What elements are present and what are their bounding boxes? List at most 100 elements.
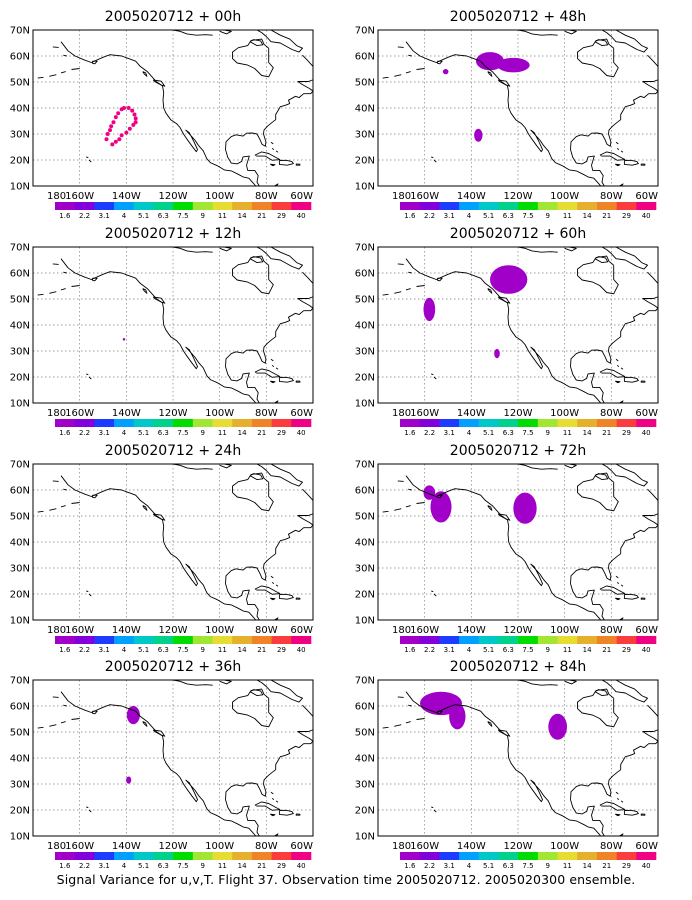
coastline bbox=[63, 704, 67, 707]
colorbar-label: 21 bbox=[257, 646, 266, 654]
map-frame bbox=[32, 29, 314, 187]
observation-point bbox=[117, 137, 122, 142]
coastline bbox=[92, 710, 98, 715]
coastline bbox=[63, 271, 67, 274]
coastline bbox=[416, 718, 425, 720]
coastline bbox=[49, 74, 57, 77]
colorbar-label: 5.1 bbox=[138, 429, 149, 437]
coastline bbox=[623, 809, 639, 816]
coastline bbox=[599, 801, 626, 811]
lon-tick-label: 180 bbox=[47, 191, 66, 202]
colorbar-swatch bbox=[212, 419, 233, 427]
colorbar-swatch bbox=[596, 852, 617, 860]
coastline bbox=[616, 364, 620, 367]
lat-tick-label: 50N bbox=[355, 728, 375, 739]
lat-tick-label: 30N bbox=[355, 780, 375, 791]
coastline bbox=[437, 60, 443, 65]
lon-tick-label: 60W bbox=[290, 625, 313, 636]
colorbar-swatch bbox=[636, 636, 657, 644]
coastline bbox=[49, 724, 57, 727]
observation-point bbox=[116, 111, 121, 116]
colorbar-label: 11 bbox=[218, 212, 227, 220]
coastline bbox=[437, 277, 443, 282]
lat-tick-label: 60N bbox=[355, 52, 375, 63]
observation-point bbox=[109, 124, 114, 129]
variance-blob bbox=[423, 485, 436, 500]
colorbar-swatch bbox=[577, 419, 598, 427]
coastline bbox=[86, 373, 89, 376]
coastline bbox=[405, 71, 411, 74]
lon-tick-label: 60W bbox=[635, 841, 658, 852]
coastline bbox=[615, 141, 619, 145]
colorbar-swatch bbox=[232, 202, 253, 210]
coastline bbox=[249, 689, 264, 697]
coastline bbox=[249, 473, 264, 481]
coastline bbox=[172, 247, 213, 253]
variance-field bbox=[423, 265, 528, 359]
coastline bbox=[172, 30, 213, 36]
colorbar-label: 21 bbox=[602, 212, 611, 220]
coastline bbox=[254, 368, 281, 378]
lat-tick-label: 50N bbox=[10, 728, 30, 739]
colorbar-label: 5.1 bbox=[138, 862, 149, 870]
variance-field bbox=[420, 691, 568, 740]
colorbar-label: 40 bbox=[642, 646, 651, 654]
lon-tick-label: 180 bbox=[392, 408, 411, 419]
coastline bbox=[517, 30, 558, 36]
coastline bbox=[270, 575, 274, 579]
lat-tick-label: 30N bbox=[10, 347, 30, 358]
coastline bbox=[142, 505, 148, 511]
lon-tick-label: 100W bbox=[550, 625, 579, 636]
coastline bbox=[382, 726, 389, 729]
colorbar-label: 3.1 bbox=[99, 646, 110, 654]
coastline bbox=[152, 79, 166, 87]
map-frame bbox=[32, 246, 314, 404]
variance-field bbox=[122, 338, 126, 341]
coastlines bbox=[382, 464, 658, 620]
coastline bbox=[601, 680, 648, 703]
colorbar-swatch bbox=[419, 419, 440, 427]
lat-tick-label: 20N bbox=[355, 156, 375, 167]
coastline bbox=[278, 159, 294, 166]
colorbar-swatch bbox=[114, 636, 135, 644]
lat-tick-label: 60N bbox=[10, 702, 30, 713]
colorbar-swatch bbox=[518, 852, 539, 860]
coastline bbox=[564, 464, 577, 469]
observation-point bbox=[132, 112, 137, 117]
colorbar-swatch bbox=[459, 852, 480, 860]
coastline bbox=[270, 597, 276, 601]
colorbar-label: 29 bbox=[277, 862, 286, 870]
coastline bbox=[152, 513, 166, 521]
colorbar-label: 40 bbox=[297, 212, 306, 220]
grid-lines bbox=[33, 30, 313, 186]
colorbar-label: 9 bbox=[545, 646, 549, 654]
variance-blob bbox=[430, 491, 452, 523]
coastline bbox=[63, 488, 67, 491]
coastline bbox=[60, 41, 313, 186]
colorbar-swatch bbox=[133, 419, 154, 427]
colorbar-label: 40 bbox=[642, 862, 651, 870]
variance-blob bbox=[442, 69, 449, 75]
coastline bbox=[601, 247, 648, 270]
coastline bbox=[564, 680, 577, 685]
coastline bbox=[60, 691, 313, 836]
lat-tick-label: 10N bbox=[355, 399, 375, 410]
lon-tick-label: 160W bbox=[410, 408, 439, 419]
colorbar-swatch bbox=[212, 852, 233, 860]
colorbar-swatch bbox=[114, 419, 135, 427]
coastline bbox=[88, 376, 92, 380]
lon-tick-label: 140W bbox=[457, 408, 486, 419]
coastline bbox=[172, 464, 213, 470]
lon-tick-label: 60W bbox=[635, 408, 658, 419]
lat-tick-label: 60N bbox=[355, 486, 375, 497]
panel-title: 2005020712 + 24h bbox=[105, 443, 241, 459]
map-frame bbox=[377, 679, 659, 837]
colorbar-label: 9 bbox=[200, 862, 204, 870]
colorbar-label: 40 bbox=[642, 212, 651, 220]
coastline bbox=[594, 689, 609, 697]
colorbar-swatch bbox=[271, 852, 292, 860]
lon-tick-label: 160W bbox=[65, 408, 94, 419]
colorbar-label: 1.6 bbox=[404, 862, 416, 870]
coastline bbox=[431, 590, 434, 593]
coastline bbox=[278, 376, 294, 383]
